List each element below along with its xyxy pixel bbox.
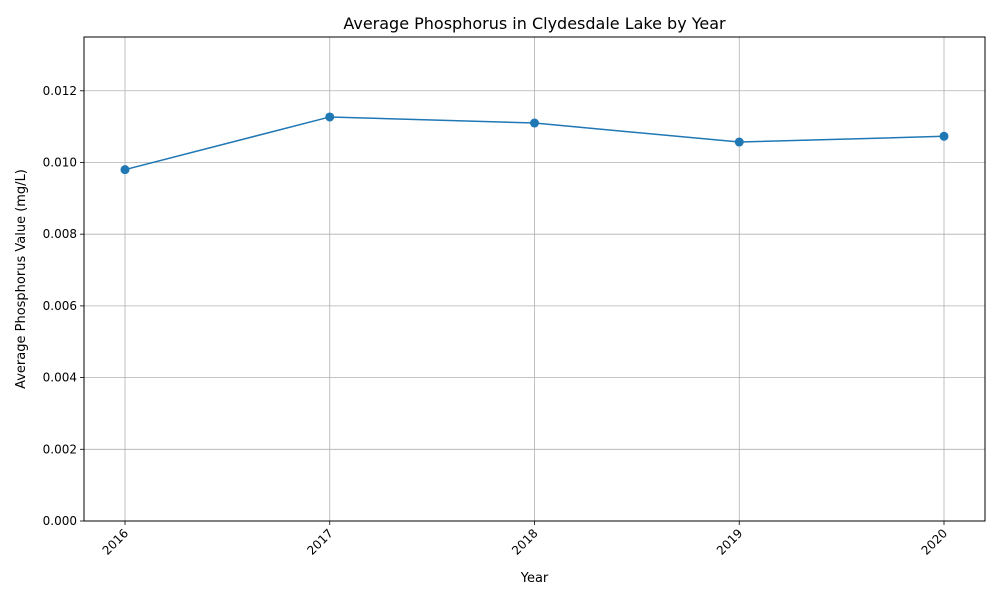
y-tick-label: 0.004 (43, 371, 77, 385)
data-point (120, 165, 130, 175)
x-axis-label: Year (520, 571, 549, 586)
y-tick-label: 0.002 (43, 442, 77, 456)
y-tick-label: 0.012 (43, 84, 77, 98)
y-tick-label: 0.010 (43, 155, 77, 169)
y-axis-label: Average Phosphorus Value (mg/L) (14, 169, 29, 389)
series-layer (120, 112, 949, 175)
y-tick-label: 0.006 (43, 299, 77, 313)
chart-title: Average Phosphorus in Clydesdale Lake by… (343, 14, 726, 33)
data-point (530, 118, 539, 128)
y-tick-label: 0.008 (43, 227, 77, 241)
data-point (939, 131, 949, 141)
data-point (325, 112, 335, 122)
y-tick-label: 0.000 (43, 514, 77, 528)
data-point (734, 137, 744, 147)
